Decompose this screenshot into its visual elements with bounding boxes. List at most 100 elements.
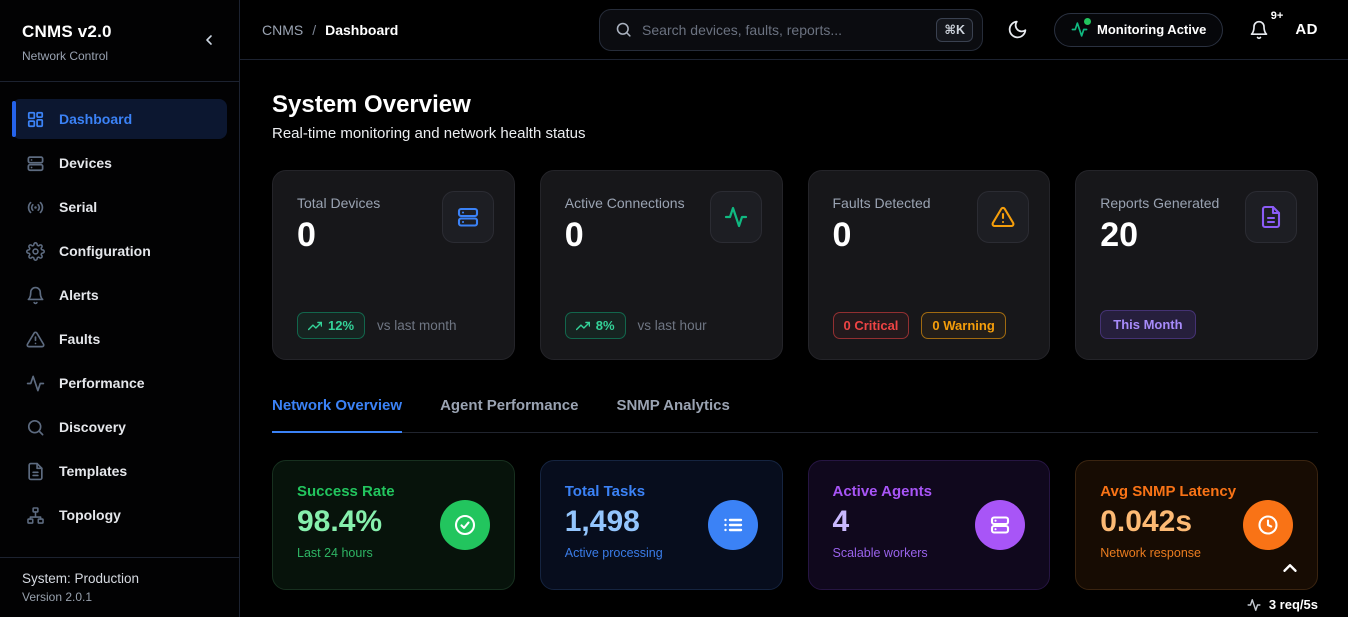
metric-label: Success Rate (297, 483, 490, 500)
sidebar-item-label: Alerts (59, 287, 99, 303)
sidebar-header: CNMS v2.0 Network Control (0, 0, 239, 82)
chevron-up-icon (1279, 557, 1301, 579)
sidebar-item-templates[interactable]: Templates (12, 451, 227, 491)
server-icon (442, 191, 494, 243)
stat-footer: 12% vs last month (297, 312, 457, 339)
search-icon (26, 418, 45, 437)
stat-card-active-connections: Active Connections 0 8% vs last hour (540, 170, 783, 360)
breadcrumb-current: Dashboard (325, 22, 398, 38)
sidebar-item-configuration[interactable]: Configuration (12, 231, 227, 271)
request-rate-indicator: 3 req/5s (272, 597, 1318, 612)
breadcrumb-root[interactable]: CNMS (262, 22, 303, 38)
warning-triangle-icon (26, 330, 45, 349)
radio-icon (26, 198, 45, 217)
metric-card-snmp-latency: Avg SNMP Latency 0.042s Network response (1075, 460, 1318, 590)
sidebar-item-devices[interactable]: Devices (12, 143, 227, 183)
clock-icon (1243, 500, 1293, 550)
bell-icon (26, 286, 45, 305)
sidebar-item-alerts[interactable]: Alerts (12, 275, 227, 315)
trending-up-icon (576, 319, 590, 333)
sidebar: CNMS v2.0 Network Control Dashboard Devi… (0, 0, 240, 617)
warning-triangle-icon (977, 191, 1029, 243)
metric-label: Avg SNMP Latency (1100, 483, 1293, 500)
tab-network-overview[interactable]: Network Overview (272, 397, 402, 432)
activity-icon (26, 374, 45, 393)
sidebar-item-label: Discovery (59, 419, 126, 435)
warning-count-badge: 0 Warning (921, 312, 1005, 339)
sidebar-item-label: Faults (59, 331, 100, 347)
sidebar-item-dashboard[interactable]: Dashboard (12, 99, 227, 139)
metric-card-success-rate: Success Rate 98.4% Last 24 hours (272, 460, 515, 590)
sidebar-item-discovery[interactable]: Discovery (12, 407, 227, 447)
topbar-actions: Monitoring Active 9+ AD (1005, 13, 1318, 47)
global-search[interactable]: ⌘K (599, 9, 983, 51)
sidebar-collapse-button[interactable] (197, 28, 221, 52)
breadcrumb: CNMS / Dashboard (262, 22, 398, 38)
app-root: CNMS v2.0 Network Control Dashboard Devi… (0, 0, 1348, 617)
trend-badge: 12% (297, 312, 365, 339)
keyboard-shortcut-badge: ⌘K (936, 18, 973, 42)
sidebar-item-label: Templates (59, 463, 127, 479)
trend-value: 12% (328, 318, 354, 333)
bell-icon (1249, 20, 1269, 40)
grid-icon (26, 110, 45, 129)
search-icon (615, 21, 632, 38)
scroll-to-top-button[interactable] (1279, 557, 1301, 579)
activity-icon (1247, 598, 1261, 612)
trend-value: 8% (596, 318, 615, 333)
sidebar-item-label: Topology (59, 507, 121, 523)
moon-icon (1007, 19, 1028, 40)
critical-count-badge: 0 Critical (833, 312, 910, 339)
trending-up-icon (308, 319, 322, 333)
app-subtitle: Network Control (22, 49, 112, 63)
search-input[interactable] (642, 22, 926, 38)
period-badge: This Month (1100, 310, 1195, 339)
stat-card-total-devices: Total Devices 0 12% vs last month (272, 170, 515, 360)
chevron-left-icon (201, 32, 217, 48)
metric-card-active-agents: Active Agents 4 Scalable workers (808, 460, 1051, 590)
trend-note: vs last month (377, 318, 457, 333)
metric-label: Active Agents (833, 483, 1026, 500)
stat-card-faults-detected: Faults Detected 0 0 Critical 0 Warning (808, 170, 1051, 360)
sidebar-item-performance[interactable]: Performance (12, 363, 227, 403)
tab-agent-performance[interactable]: Agent Performance (440, 397, 578, 432)
metric-card-grid: Success Rate 98.4% Last 24 hours Total T… (272, 460, 1318, 590)
pulse-icon (1071, 21, 1088, 38)
sidebar-item-faults[interactable]: Faults (12, 319, 227, 359)
activity-icon (710, 191, 762, 243)
analytics-tabs: Network Overview Agent Performance SNMP … (272, 397, 1318, 433)
sidebar-item-label: Serial (59, 199, 97, 215)
system-environment-label: System: Production (22, 571, 217, 586)
server-icon (975, 500, 1025, 550)
status-dot (1084, 18, 1091, 25)
notifications-count-badge: 9+ (1271, 10, 1284, 22)
page-title: System Overview (272, 90, 1318, 120)
app-title: CNMS v2.0 (22, 22, 112, 42)
tab-snmp-analytics[interactable]: SNMP Analytics (616, 397, 729, 432)
main-area: CNMS / Dashboard ⌘K (240, 0, 1348, 617)
metric-label: Total Tasks (565, 483, 758, 500)
request-rate-text: 3 req/5s (1269, 597, 1318, 612)
stat-card-reports-generated: Reports Generated 20 This Month (1075, 170, 1318, 360)
check-circle-icon (440, 500, 490, 550)
file-text-icon (1245, 191, 1297, 243)
monitoring-status-pill[interactable]: Monitoring Active (1054, 13, 1223, 47)
stat-footer: 0 Critical 0 Warning (833, 312, 1006, 339)
trend-badge: 8% (565, 312, 626, 339)
trend-note: vs last hour (638, 318, 707, 333)
sidebar-item-serial[interactable]: Serial (12, 187, 227, 227)
sidebar-item-label: Performance (59, 375, 145, 391)
sidebar-footer: System: Production Version 2.0.1 (0, 557, 239, 617)
sidebar-item-topology[interactable]: Topology (12, 495, 227, 535)
notifications-button[interactable]: 9+ (1247, 18, 1271, 42)
user-avatar[interactable]: AD (1295, 21, 1318, 38)
sidebar-item-label: Devices (59, 155, 112, 171)
list-icon (708, 500, 758, 550)
page-subtitle: Real-time monitoring and network health … (272, 125, 1318, 142)
gear-icon (26, 242, 45, 261)
breadcrumb-separator: / (312, 22, 316, 38)
theme-toggle-button[interactable] (1005, 17, 1030, 42)
stat-footer: This Month (1100, 310, 1195, 339)
topbar: CNMS / Dashboard ⌘K (240, 0, 1348, 60)
metric-card-total-tasks: Total Tasks 1,498 Active processing (540, 460, 783, 590)
